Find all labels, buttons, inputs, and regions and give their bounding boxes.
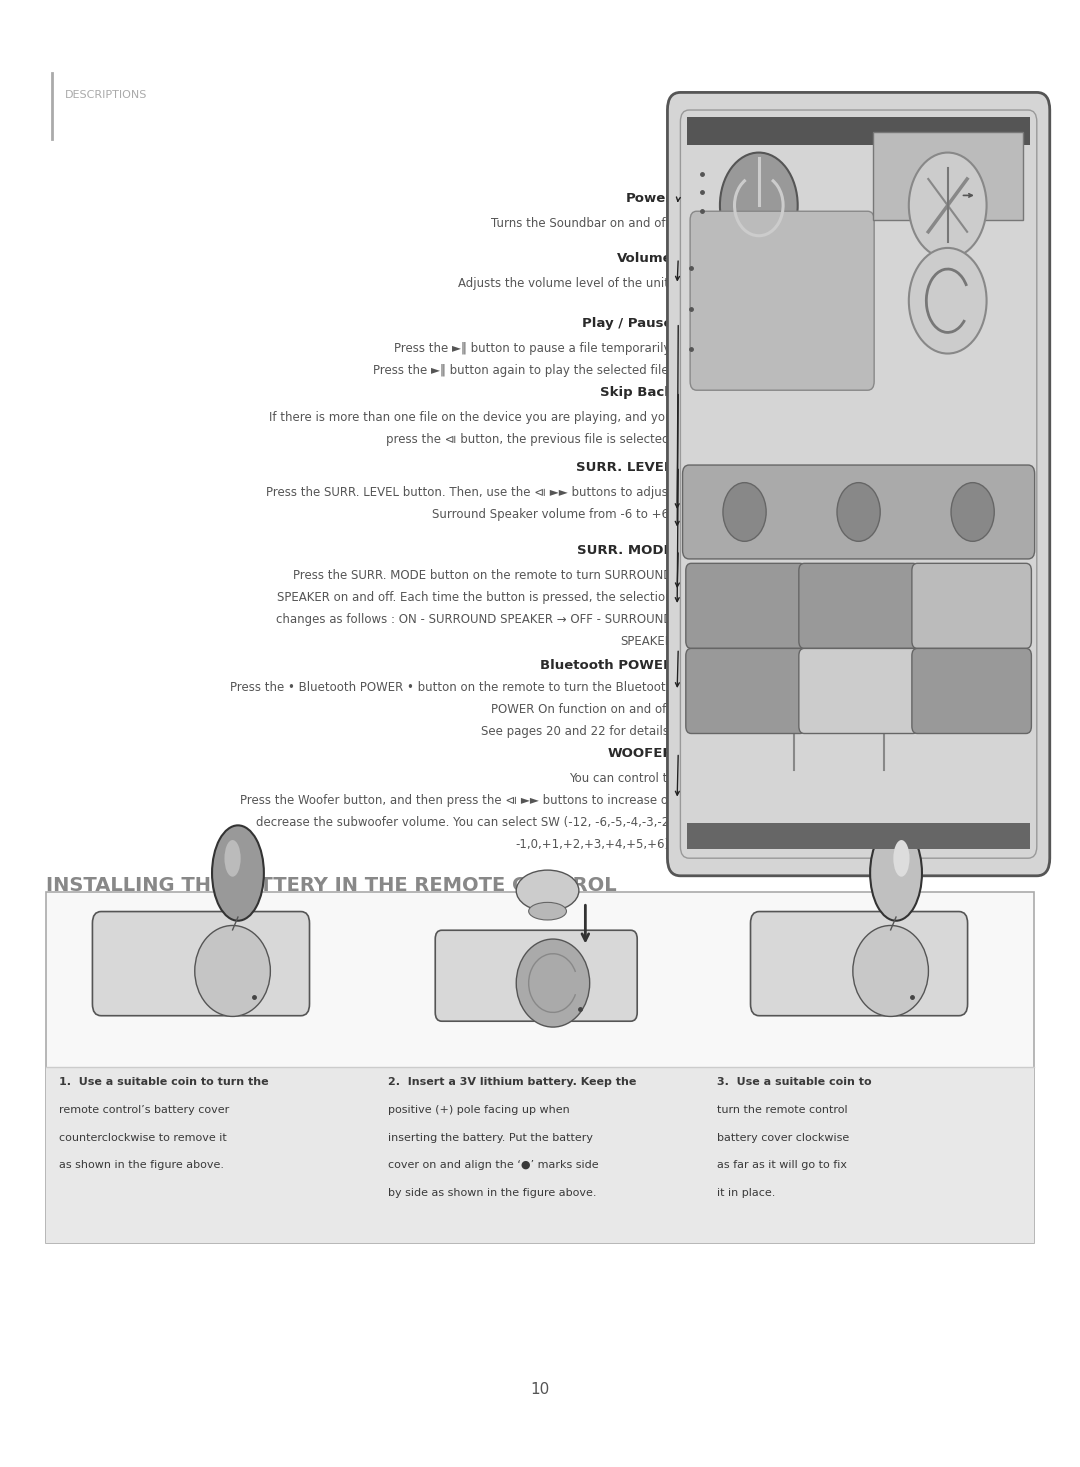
- FancyBboxPatch shape: [687, 117, 1030, 145]
- Ellipse shape: [194, 926, 270, 1017]
- Text: If there is more than one file on the device you are playing, and you: If there is more than one file on the de…: [269, 411, 673, 424]
- Text: +: +: [543, 886, 552, 896]
- Text: Power: Power: [626, 192, 673, 205]
- Text: cover on and align the ‘●’ marks side: cover on and align the ‘●’ marks side: [389, 1160, 599, 1171]
- Text: as shown in the figure above.: as shown in the figure above.: [59, 1160, 225, 1171]
- Text: SAMSUNG: SAMSUNG: [808, 725, 909, 742]
- Text: SURR. LEVEL: SURR. LEVEL: [577, 461, 673, 474]
- Text: Bluetooth POWER: Bluetooth POWER: [540, 659, 673, 672]
- Text: remote control’s battery cover: remote control’s battery cover: [59, 1105, 230, 1115]
- Text: press the ⧏ button, the previous file is selected.: press the ⧏ button, the previous file is…: [386, 433, 673, 446]
- FancyBboxPatch shape: [667, 92, 1050, 876]
- Ellipse shape: [516, 870, 579, 911]
- Text: Press the ►‖ button to pause a file temporarily.: Press the ►‖ button to pause a file temp…: [394, 342, 673, 355]
- Text: See pages 20 and 22 for details.: See pages 20 and 22 for details.: [481, 725, 673, 738]
- Text: SOURCE: SOURCE: [930, 158, 966, 167]
- Text: Adjusts the volume level of the unit.: Adjusts the volume level of the unit.: [458, 277, 673, 290]
- Bar: [46, 1067, 1034, 1243]
- FancyBboxPatch shape: [686, 648, 806, 734]
- Text: ▶‖: ▶‖: [853, 508, 864, 516]
- FancyBboxPatch shape: [683, 465, 1035, 559]
- Text: Skip Back: Skip Back: [599, 386, 673, 399]
- Text: Press the Woofer button, and then press the ⧏ ►► buttons to increase or: Press the Woofer button, and then press …: [240, 794, 673, 807]
- Text: -1,0,+1,+2,+3,+4,+5,+6).: -1,0,+1,+2,+3,+4,+5,+6).: [515, 838, 673, 851]
- Ellipse shape: [870, 826, 922, 921]
- FancyBboxPatch shape: [799, 563, 918, 648]
- FancyBboxPatch shape: [687, 823, 1030, 849]
- Text: VOL: VOL: [807, 304, 826, 314]
- Text: +: +: [734, 252, 761, 285]
- Text: Blutooth
POWER: Blutooth POWER: [732, 685, 759, 697]
- Text: Turns the Soundbar on and off.: Turns the Soundbar on and off.: [491, 217, 673, 230]
- Ellipse shape: [225, 841, 241, 877]
- Ellipse shape: [212, 826, 264, 921]
- Text: counterclockwise to remove it: counterclockwise to remove it: [59, 1133, 227, 1143]
- Text: decrease the subwoofer volume. You can select SW (-12, -6,-5,-4,-3,-2,: decrease the subwoofer volume. You can s…: [256, 816, 673, 829]
- Text: it in place.: it in place.: [717, 1188, 775, 1199]
- Text: Press the • Bluetooth POWER • button on the remote to turn the Bluetooth: Press the • Bluetooth POWER • button on …: [230, 681, 673, 694]
- Text: SURR. MODE: SURR. MODE: [577, 544, 673, 557]
- FancyBboxPatch shape: [751, 911, 968, 1015]
- Text: changes as follows : ON - SURROUND SPEAKER → OFF - SURROUND: changes as follows : ON - SURROUND SPEAK…: [276, 613, 673, 626]
- Text: battery cover clockwise: battery cover clockwise: [717, 1133, 850, 1143]
- Text: Surround Speaker volume from -6 to +6.: Surround Speaker volume from -6 to +6.: [432, 508, 673, 521]
- Text: You can control the woofer volume.: You can control the woofer volume.: [569, 772, 777, 785]
- Text: 10: 10: [530, 1382, 550, 1397]
- Text: −: −: [734, 330, 761, 362]
- Text: WOOFER: WOOFER: [607, 747, 673, 760]
- Circle shape: [909, 248, 987, 354]
- Ellipse shape: [528, 902, 566, 920]
- Text: Press the ►‖ button again to play the selected file.: Press the ►‖ button again to play the se…: [374, 364, 673, 377]
- FancyBboxPatch shape: [690, 211, 874, 390]
- Circle shape: [837, 483, 880, 541]
- Text: SURR.
LEVEL: SURR. LEVEL: [735, 600, 756, 612]
- Text: Volume: Volume: [617, 252, 673, 266]
- Text: Press the SURR. MODE button on the remote to turn SURROUND: Press the SURR. MODE button on the remot…: [294, 569, 673, 582]
- Text: 1.  Use a suitable coin to turn the: 1. Use a suitable coin to turn the: [59, 1077, 269, 1087]
- FancyBboxPatch shape: [912, 648, 1031, 734]
- Text: inserting the battery. Put the battery: inserting the battery. Put the battery: [389, 1133, 593, 1143]
- Text: AUTO
POWER: AUTO POWER: [960, 685, 983, 697]
- Bar: [46, 892, 1034, 1243]
- Circle shape: [720, 153, 798, 258]
- Text: 2.  Insert a 3V lithium battery. Keep the: 2. Insert a 3V lithium battery. Keep the: [389, 1077, 637, 1087]
- FancyBboxPatch shape: [686, 563, 806, 648]
- Text: ⏭: ⏭: [970, 508, 976, 516]
- Text: POWER On function on and off.: POWER On function on and off.: [490, 703, 673, 716]
- FancyBboxPatch shape: [799, 648, 918, 734]
- Ellipse shape: [516, 939, 590, 1027]
- Text: ⏮: ⏮: [741, 508, 747, 516]
- Text: SPEAKER: SPEAKER: [620, 635, 673, 648]
- Circle shape: [723, 483, 766, 541]
- Text: Press the SURR. LEVEL button. Then, use the ⧏ ►► buttons to adjust: Press the SURR. LEVEL button. Then, use …: [266, 486, 673, 499]
- Text: by side as shown in the figure above.: by side as shown in the figure above.: [389, 1188, 597, 1199]
- FancyBboxPatch shape: [912, 563, 1031, 648]
- Ellipse shape: [853, 926, 929, 1017]
- Text: SPEAKER on and off. Each time the button is pressed, the selection: SPEAKER on and off. Each time the button…: [278, 591, 673, 604]
- Ellipse shape: [893, 841, 909, 877]
- Text: 3.  Use a suitable coin to: 3. Use a suitable coin to: [717, 1077, 873, 1087]
- Text: INSTALLING THE BATTERY IN THE REMOTE CONTROL: INSTALLING THE BATTERY IN THE REMOTE CON…: [46, 876, 617, 895]
- Text: Play / Pause: Play / Pause: [582, 317, 673, 330]
- FancyBboxPatch shape: [435, 930, 637, 1021]
- Circle shape: [909, 153, 987, 258]
- Text: SURR.
MODE: SURR. MODE: [849, 600, 868, 612]
- Circle shape: [951, 483, 995, 541]
- Text: SOUND
CONTROL: SOUND CONTROL: [956, 600, 987, 612]
- Text: *: *: [693, 581, 698, 590]
- Text: WOOFER: WOOFER: [845, 688, 873, 694]
- Text: as far as it will go to fix: as far as it will go to fix: [717, 1160, 848, 1171]
- FancyBboxPatch shape: [873, 132, 1023, 220]
- Text: turn the remote control: turn the remote control: [717, 1105, 848, 1115]
- FancyBboxPatch shape: [93, 911, 310, 1015]
- Text: positive (+) pole facing up when: positive (+) pole facing up when: [389, 1105, 570, 1115]
- Text: DESCRIPTIONS: DESCRIPTIONS: [65, 91, 147, 100]
